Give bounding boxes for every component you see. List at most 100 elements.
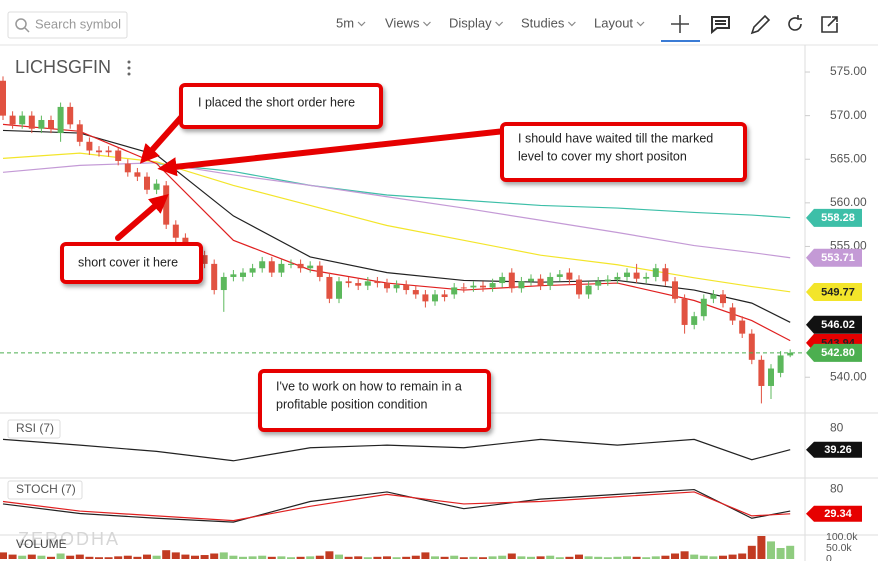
candle-body [729, 307, 736, 321]
candle-body [768, 368, 774, 386]
candle-body [76, 124, 83, 142]
candle-body [537, 278, 544, 286]
volume-bar [431, 556, 439, 559]
menu-item[interactable]: Views [385, 15, 420, 30]
price-label [806, 315, 862, 334]
candle-body [422, 294, 429, 302]
refresh-icon[interactable] [788, 15, 802, 31]
candle-body [19, 115, 26, 125]
volume-bar [85, 556, 94, 559]
candle-body [595, 281, 602, 286]
arrow [157, 128, 508, 177]
indicator-label [806, 505, 862, 522]
menu-item[interactable]: Layout [594, 15, 633, 30]
search-icon [15, 18, 27, 30]
volume-bar [728, 554, 737, 559]
y-tick-label: 0 [826, 553, 832, 561]
volume-bar [344, 556, 353, 559]
candle-body [720, 294, 726, 304]
menu-item[interactable]: Display [449, 15, 492, 30]
search-placeholder: Search symbol [35, 16, 121, 31]
candle-body [316, 265, 323, 277]
volume-bar [181, 554, 190, 559]
symbol-menu[interactable] [127, 60, 131, 76]
volume-bar [306, 556, 315, 559]
volume-bar [421, 552, 430, 559]
candle-body [643, 276, 650, 279]
volume-bar [104, 557, 113, 559]
candle-body [163, 185, 170, 225]
volume-bar [594, 556, 603, 559]
popout-icon[interactable] [821, 16, 838, 33]
volume-bar [459, 557, 468, 559]
indicator-label-text: 39.26 [824, 444, 852, 456]
volume-bar [239, 556, 247, 559]
volume-bar [536, 556, 545, 559]
candle-body [211, 263, 218, 291]
volume-bar [8, 554, 17, 559]
volume-bar [584, 556, 593, 559]
annotation-box [179, 83, 383, 129]
candle-body [585, 285, 592, 295]
candle-body [297, 263, 304, 269]
annotation-text: I placed the short order here [198, 95, 355, 109]
panel-title-box [7, 480, 83, 500]
volume-bar [517, 556, 526, 559]
candle-body [518, 281, 525, 289]
price-label [806, 208, 862, 227]
candle-body [393, 284, 400, 289]
candle-body [336, 281, 342, 299]
panel-title: VOLUME [16, 537, 67, 551]
menu-chevron [495, 21, 504, 27]
volume-bar [277, 556, 286, 559]
candle-body [508, 272, 515, 289]
candle-body [412, 290, 419, 295]
candle-body [220, 276, 227, 291]
menu-item[interactable]: Studies [521, 15, 565, 30]
candle-body [451, 287, 458, 295]
volume-bar [565, 556, 574, 559]
volume-bar [200, 555, 209, 559]
candle-body [105, 150, 112, 153]
volume-bar [75, 554, 84, 559]
volume-bar [219, 552, 228, 559]
candle-body [556, 274, 563, 277]
candle-body [710, 294, 717, 299]
price-label-text: 542.80 [821, 347, 855, 359]
search-box[interactable] [7, 11, 128, 39]
candle-body [777, 355, 784, 373]
candle-body [326, 276, 333, 299]
volume-bar [191, 555, 199, 559]
candle-body [528, 278, 534, 282]
y-tick-label: 80 [830, 421, 844, 435]
candle-body [739, 320, 746, 334]
menu-item[interactable]: 5m [336, 15, 354, 30]
candle-body [230, 274, 237, 277]
panel-title: STOCH (7) [16, 482, 76, 496]
candle-body [249, 268, 256, 273]
candle-body [124, 163, 131, 173]
volume-bars [0, 536, 795, 559]
draw-icon[interactable] [750, 14, 771, 35]
volume-bar [738, 553, 747, 559]
volume-bar [786, 545, 795, 559]
volume-bar [575, 554, 583, 559]
volume-bar [162, 550, 171, 559]
candle-body [0, 80, 6, 116]
volume-bar [114, 556, 123, 559]
volume-bar [287, 557, 295, 559]
volume-bar [258, 555, 267, 559]
candle-body [96, 150, 102, 153]
comment-icon[interactable] [711, 16, 730, 35]
volume-bar [248, 556, 257, 559]
candle-body [288, 263, 294, 265]
volume-bar [325, 551, 334, 559]
price-label [806, 283, 862, 302]
volume-bar [719, 555, 727, 559]
price-label-text: 546.02 [821, 319, 855, 331]
candle-body [201, 255, 208, 264]
candle-body [153, 183, 160, 190]
candle-body [480, 285, 486, 288]
candle-body [547, 276, 554, 286]
